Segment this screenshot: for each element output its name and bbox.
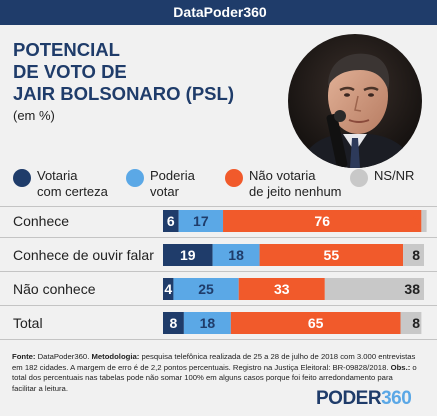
row-separator (0, 305, 437, 306)
bar-value-label: 8 (170, 315, 178, 331)
row-separator (0, 339, 437, 340)
obs-text: o total dos percentuais nas tabelas pode… (12, 362, 417, 393)
bar-value-label: 18 (200, 315, 216, 331)
fonte-label: Fonte: (12, 352, 36, 361)
bar-value-label: 6 (167, 213, 175, 229)
bar-segment-nsnr (403, 244, 424, 266)
bar-value-label: 65 (308, 315, 324, 331)
bar-value-label: 8 (412, 315, 420, 331)
bar-segment-votaria (163, 210, 179, 232)
bar-segment-nsnr (421, 210, 427, 232)
chart-subtitle: (em %) (13, 108, 55, 123)
legend-label-poderia-1: Poderia (150, 168, 195, 183)
row-separator (0, 237, 437, 238)
bar-segment-nao-votaria (223, 210, 422, 232)
chart-title: POTENCIAL DE VOTO DE JAIR BOLSONARO (PSL… (13, 39, 283, 105)
bar-value-label: 18 (228, 247, 244, 263)
bar-value-label: 19 (180, 247, 196, 263)
header-bar (0, 0, 437, 25)
bar-value-label: 17 (193, 213, 209, 229)
bar-value-label: 8 (412, 247, 420, 263)
footnote: Fonte: DataPoder360. Metodologia: pesqui… (12, 352, 417, 394)
title-line-3: JAIR BOLSONARO (PSL) (13, 83, 234, 104)
legend-label-nsnr: NS/NR (374, 168, 415, 183)
bar-value-label: 25 (198, 281, 214, 297)
brand-tag: DataPoder360 (173, 4, 267, 20)
poder360-logo: PODER360 (316, 388, 412, 410)
bar-segment-nao-votaria (238, 278, 325, 300)
row-label-ouvir-falar: Conhece de ouvir falar (13, 247, 154, 263)
legend-label-votaria-2: com certeza (37, 184, 108, 199)
bar-value-label: 4 (164, 281, 172, 297)
bar-segment-nao-votaria (259, 244, 404, 266)
legend-label-nao-votaria-1: Não votaria (249, 168, 316, 183)
row-separator (0, 206, 437, 207)
legend-label-nao-votaria-2: de jeito nenhum (249, 184, 342, 199)
bar-segment-poderia (212, 244, 260, 266)
bar-segment-poderia (183, 312, 231, 334)
bar-segment-poderia (178, 210, 224, 232)
fonte-text: DataPoder360. (35, 352, 92, 361)
bar-value-label: 2 (412, 213, 420, 229)
bar-segment-poderia (173, 278, 239, 300)
metodologia-text: pesquisa telefônica realizada de 25 a 28… (12, 352, 416, 372)
legend-swatch-nsnr (350, 169, 368, 187)
legend-swatch-votaria (13, 169, 31, 187)
logo-part-poder: PODER (316, 388, 382, 409)
bar-segment-nao-votaria (230, 312, 401, 334)
row-label-total: Total (13, 315, 43, 331)
bar-segment-nsnr (324, 278, 424, 300)
obs-label: Obs.: (390, 362, 411, 372)
legend-label-poderia-2: votar (150, 184, 179, 199)
portrait-illustration (288, 34, 422, 168)
legend-swatch-poderia (126, 169, 144, 187)
bar-segment-votaria (163, 244, 213, 266)
row-separator (0, 271, 437, 272)
bar-segment-votaria (163, 278, 174, 300)
bar-value-label: 33 (274, 281, 290, 297)
logo-part-360: 360 (381, 388, 412, 409)
bar-value-label: 76 (314, 213, 330, 229)
title-line-1: POTENCIAL (13, 39, 120, 60)
row-label-nao-conhece: Não conhece (13, 281, 96, 297)
metodologia-label: Metodologia: (91, 352, 140, 361)
legend-swatch-nao-votaria (225, 169, 243, 187)
title-line-2: DE VOTO DE (13, 61, 127, 82)
legend-label-votaria-1: Votaria (37, 168, 78, 183)
bar-value-label: 55 (324, 247, 340, 263)
row-label-conhece: Conhece (13, 213, 70, 229)
bar-segment-nsnr (400, 312, 422, 334)
bar-value-label: 38 (404, 281, 420, 297)
portrait-photo (288, 34, 422, 168)
bar-segment-votaria (163, 312, 184, 334)
